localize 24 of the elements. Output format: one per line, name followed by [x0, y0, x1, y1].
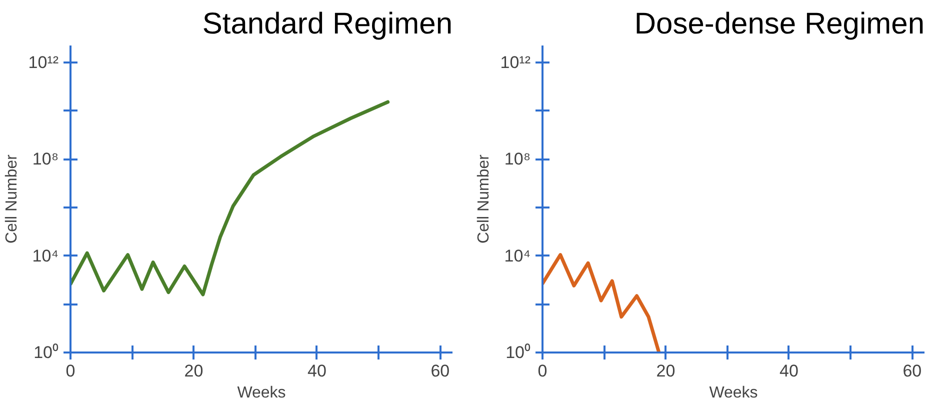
y-tick-label: 10⁸ [504, 150, 531, 169]
x-tick-label: 60 [902, 362, 922, 380]
y-tick-label: 10⁴ [504, 246, 531, 266]
x-tick-label: 60 [430, 362, 450, 380]
x-tick-label: 20 [656, 362, 676, 380]
x-axis-title: Weeks [237, 384, 286, 402]
y-tick-label: 10¹² [28, 52, 59, 72]
line-series [70, 100, 390, 296]
y-tick-label: 10⁴ [32, 246, 59, 266]
y-tick-label: 10⁰ [506, 343, 531, 362]
y-axis-title: Cell Number [475, 154, 492, 244]
x-tick-label: 0 [538, 362, 548, 380]
x-axis-title: Weeks [709, 384, 758, 402]
x-tick-label: 0 [66, 362, 76, 380]
line-series [542, 253, 661, 352]
chart-title: Standard Regimen [202, 8, 453, 40]
chart-title: Dose-dense Regimen [634, 8, 924, 40]
x-tick-label: 20 [184, 362, 204, 380]
y-tick-label: 10⁸ [32, 150, 59, 169]
x-tick-label: 40 [307, 362, 326, 380]
x-tick-label: 40 [779, 362, 798, 380]
y-tick-label: 10⁰ [34, 343, 59, 362]
y-tick-label: 10¹² [500, 52, 531, 72]
y-axis-title: Cell Number [3, 154, 20, 244]
